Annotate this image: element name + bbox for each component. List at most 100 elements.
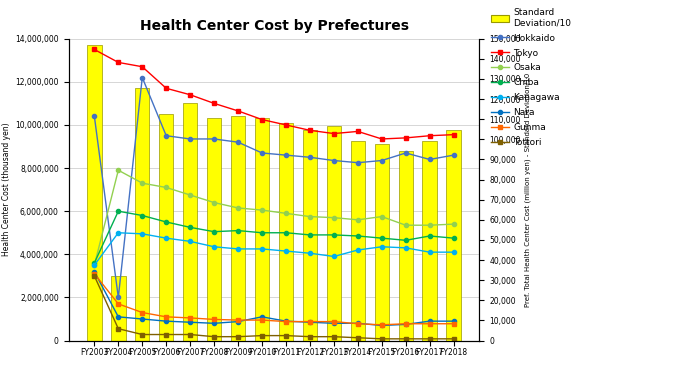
Chiba [353,234,362,238]
Osaka [282,211,290,216]
Gunma [377,322,386,327]
Bar [111,276,125,341]
Nara [90,269,99,274]
Gunma [329,319,338,324]
Gunma [258,318,266,322]
Kanagawa [258,247,266,251]
Chiba [210,229,219,234]
Tottori [162,332,171,337]
Tokyo [90,47,99,52]
Bar [159,114,173,341]
Nara [162,319,171,324]
Y-axis label: Pref. Total Health Center Cost (million yen) - Standard Deviation/10: Pref. Total Health Center Cost (million … [525,72,532,307]
Nara [210,321,219,325]
Nara [353,321,362,325]
Tokyo [329,131,338,136]
Kanagawa [138,231,147,236]
Gunma [401,322,410,326]
Tokyo [210,101,219,106]
Kanagawa [186,239,195,244]
Osaka [401,223,410,228]
Osaka [234,205,242,210]
Chiba [401,238,410,243]
Bar [447,130,461,341]
Nara [138,317,147,321]
Chiba [329,233,338,237]
Tokyo [401,135,410,140]
Osaka [258,208,266,212]
Bar [375,144,389,341]
Tokyo [114,60,123,65]
Hokkaido [90,114,99,119]
Nara [114,315,123,319]
Tokyo [282,123,290,127]
Tottori [306,334,314,339]
Nara [186,320,195,325]
Osaka [138,181,147,185]
Bar [279,123,293,341]
Gunma [162,315,171,319]
Osaka [210,200,219,205]
Hokkaido [425,157,434,162]
Hokkaido [186,137,195,141]
Hokkaido [114,295,123,300]
Kanagawa [449,250,458,255]
Tokyo [449,132,458,137]
Tottori [377,337,386,341]
Kanagawa [90,263,99,267]
Osaka [449,222,458,226]
Osaka [306,214,314,219]
Hokkaido [329,158,338,163]
Kanagawa [234,247,242,251]
Line: Gunma: Gunma [92,272,456,327]
Tottori [449,337,458,341]
Gunma [282,319,290,324]
Kanagawa [353,248,362,252]
Tottori [258,333,266,338]
Bar [183,103,197,341]
Tottori [401,337,410,341]
Tokyo [377,137,386,141]
Tottori [282,333,290,338]
Tokyo [138,64,147,69]
Tottori [425,337,434,341]
Tokyo [258,117,266,122]
Y-axis label: Health Center Cost (thousand yen): Health Center Cost (thousand yen) [2,123,11,257]
Nara [401,322,410,327]
Osaka [353,217,362,222]
Gunma [90,271,99,276]
Chiba [234,228,242,233]
Kanagawa [425,250,434,255]
Bar [135,88,149,341]
Tottori [186,332,195,337]
Chiba [186,225,195,230]
Chiba [258,230,266,235]
Bar [351,141,365,341]
Hokkaido [138,75,147,80]
Chiba [449,236,458,240]
Bar [207,118,221,341]
Osaka [114,168,123,173]
Tokyo [234,109,242,113]
Osaka [425,223,434,228]
Hokkaido [353,160,362,165]
Nara [258,315,266,319]
Hokkaido [282,153,290,158]
Legend: Standard
Deviation/10, Hokkaido, Tokyo, Osaka, Chiba, Kanagawa, Nara, Gunma, Tot: Standard Deviation/10, Hokkaido, Tokyo, … [491,9,571,147]
Gunma [306,319,314,324]
Line: Chiba: Chiba [92,209,456,265]
Chiba [162,220,171,224]
Line: Kanagawa: Kanagawa [92,231,456,267]
Osaka [329,215,338,220]
Chiba [306,233,314,237]
Tottori [353,336,362,340]
Chiba [90,260,99,265]
Gunma [186,316,195,320]
Chiba [282,230,290,235]
Kanagawa [282,249,290,253]
Nara [377,323,386,328]
Kanagawa [401,245,410,250]
Hokkaido [401,151,410,155]
Tokyo [162,86,171,91]
Tokyo [425,134,434,138]
